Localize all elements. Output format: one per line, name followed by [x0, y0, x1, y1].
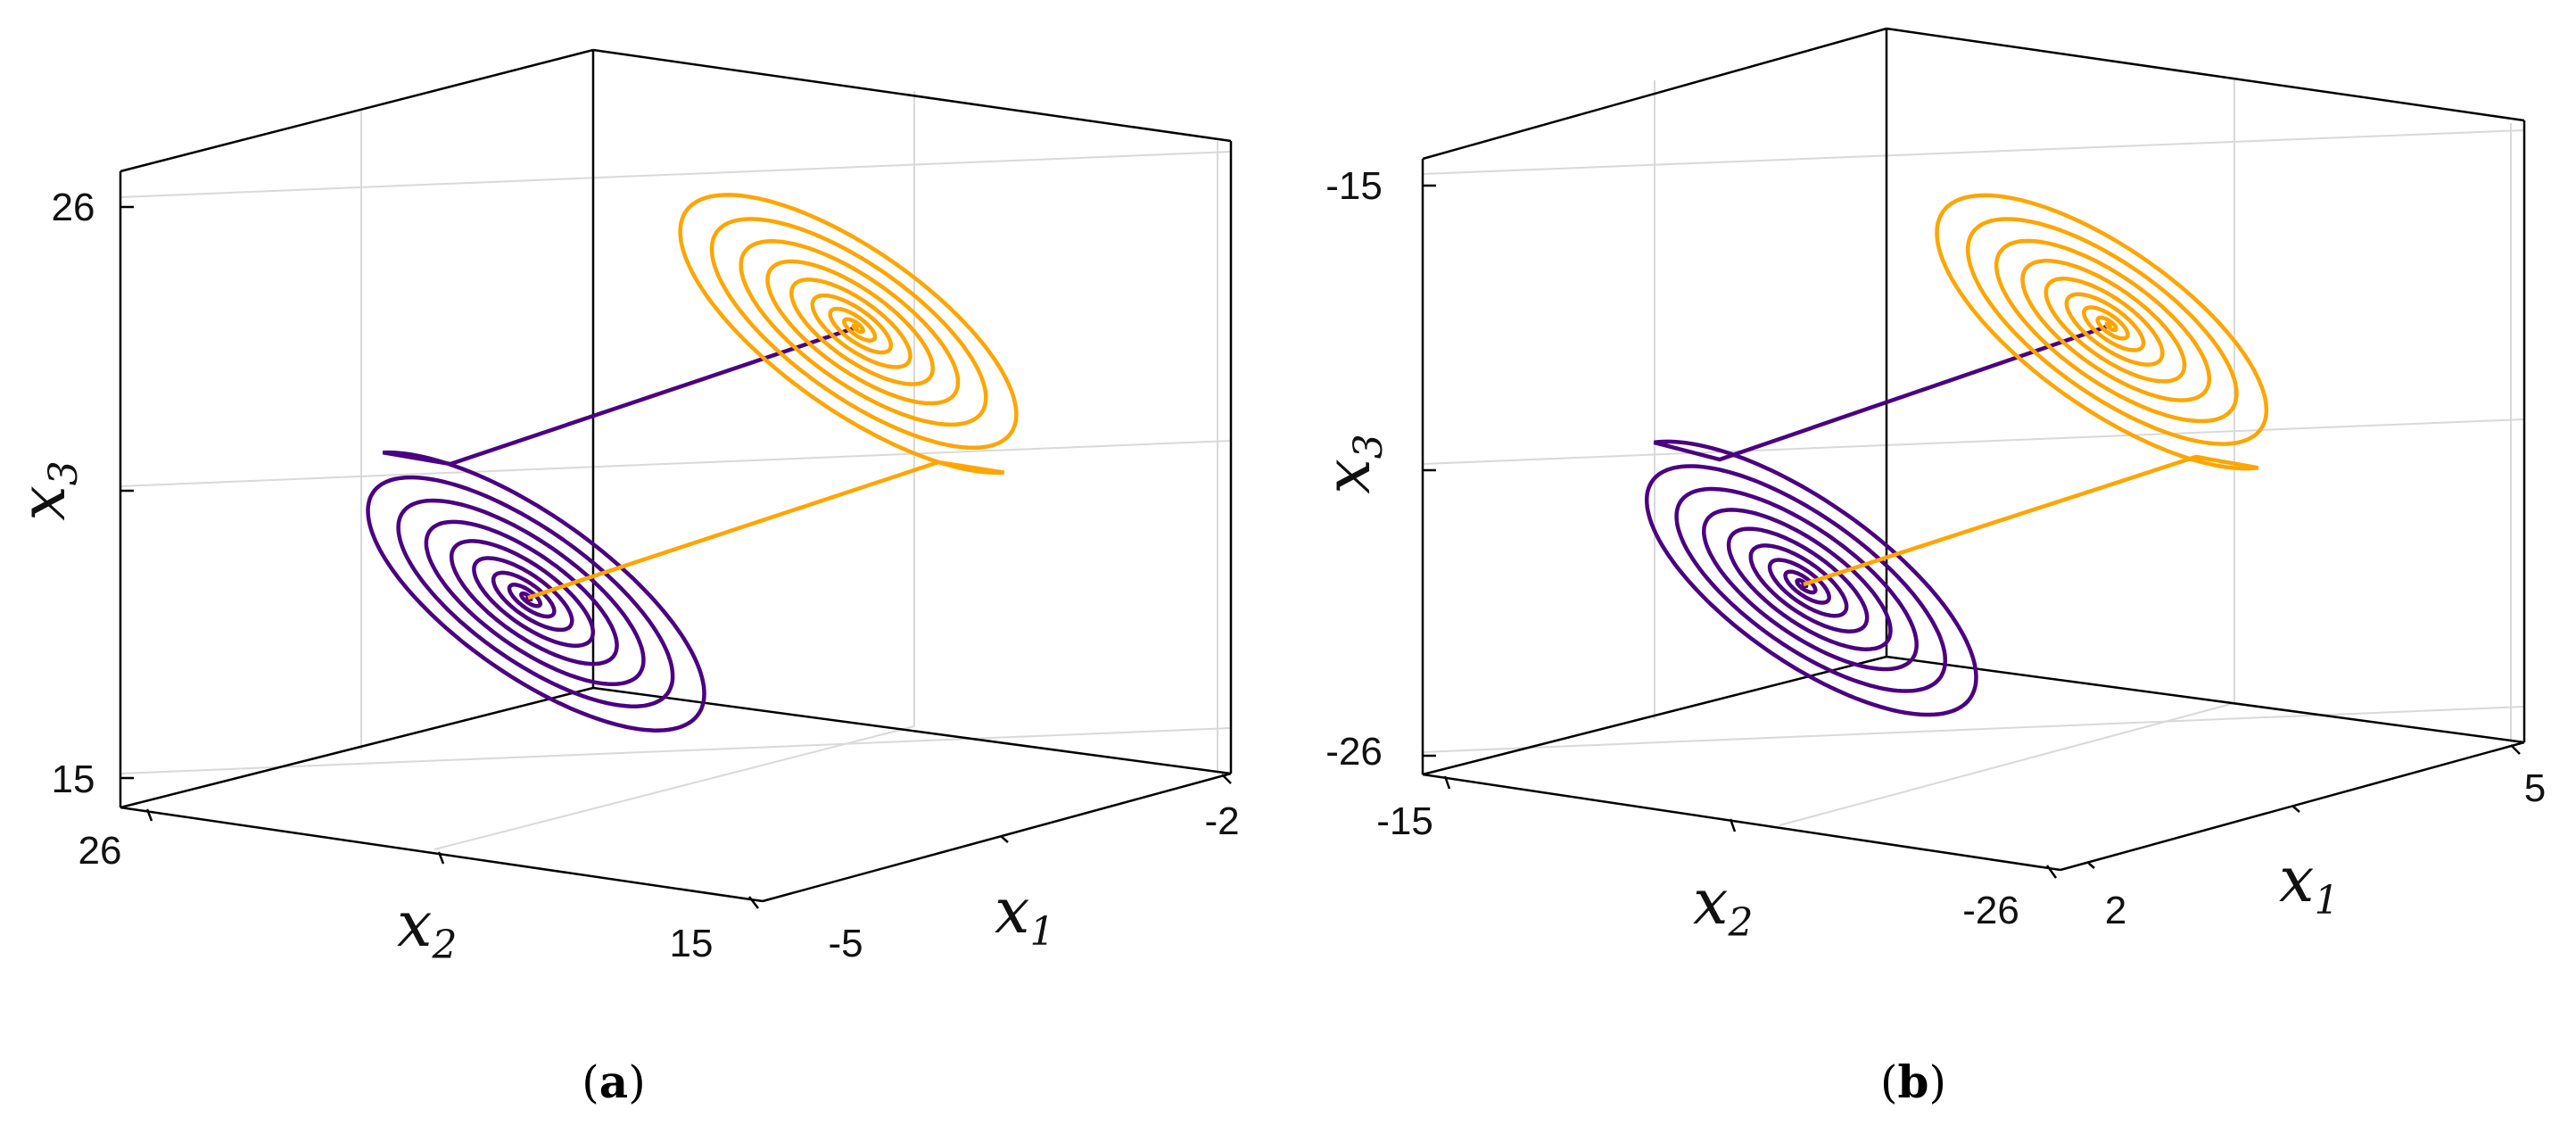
- panel-b-zlabel: x3: [1311, 434, 1391, 493]
- panel-b-axes-box: [1421, 27, 2526, 872]
- panel-a-axes-box: [119, 48, 1233, 903]
- panel-a-series-orange-path: [527, 193, 1019, 600]
- panel-a-label-letter: a: [599, 1056, 628, 1108]
- panel-b-label-letter: b: [1898, 1056, 1929, 1108]
- panel-a: 26 15 26 15 -5 -2 x3 x2 x1 (a): [6, 48, 1240, 1108]
- panel-b-z-tick-top: -15: [1325, 164, 1383, 208]
- svg-text:x3: x3: [1311, 434, 1391, 493]
- panel-b-ylabel: x2: [1693, 865, 1753, 946]
- panel-a-z-tick-bottom: 15: [52, 758, 95, 801]
- panel-b-label: (b): [1880, 1056, 1946, 1108]
- panel-b-gridlines: [1422, 29, 2525, 826]
- panel-a-z-tick-top: 26: [52, 186, 95, 229]
- panel-b-y-tick-right: -26: [1962, 889, 2019, 932]
- panel-a-y-tick-left: 26: [78, 829, 122, 873]
- panel-b: -15 -26 -15 -26 2 5 x3 x2 x1 (b): [1311, 27, 2546, 1108]
- panel-b-x-tick-left: 2: [2105, 889, 2126, 932]
- panel-a-label: (a): [582, 1056, 645, 1108]
- panel-a-ylabel: x2: [397, 888, 457, 968]
- panel-b-series-orange-path: [1803, 193, 2269, 587]
- panel-b-tick-marks: [1423, 184, 2521, 879]
- panel-a-zlabel: x3: [6, 460, 87, 520]
- panel-a-x-tick-left: -5: [828, 922, 863, 965]
- panel-b-x-tick-right: 5: [2524, 766, 2546, 810]
- panel-b-y-tick-left: -15: [1376, 799, 1433, 843]
- panel-a-x-tick-right: -2: [1204, 799, 1239, 843]
- panel-b-z-tick-bottom: -26: [1325, 730, 1383, 774]
- panel-a-tick-marks: [120, 205, 1232, 909]
- panel-b-series-purple-path: [1644, 323, 2110, 717]
- panel-b-xlabel: x1: [2279, 843, 2339, 923]
- panel-a-xlabel: x1: [995, 874, 1054, 955]
- panel-a-y-tick-right: 15: [670, 922, 714, 965]
- panel-a-series-purple-path: [366, 325, 857, 733]
- svg-text:x3: x3: [6, 460, 87, 520]
